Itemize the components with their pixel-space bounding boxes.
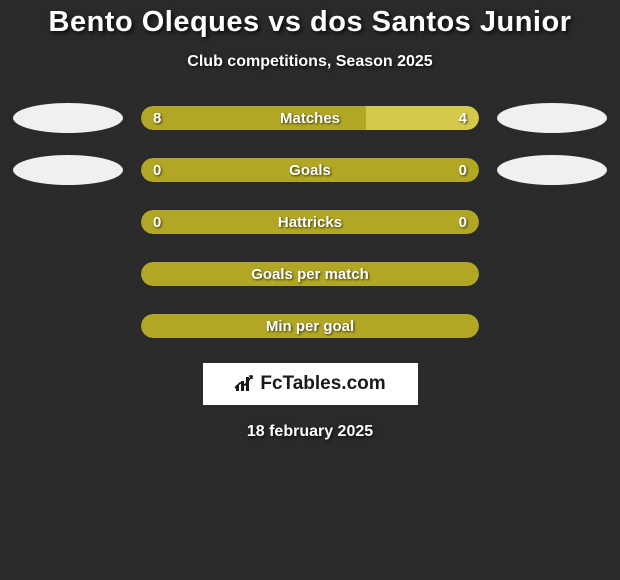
logo-text: FcTables.com	[260, 373, 385, 395]
stat-row: 00Hattricks	[0, 207, 620, 237]
stat-row: Goals per match	[0, 259, 620, 289]
bar-chart-icon	[234, 375, 256, 393]
stat-row: 84Matches	[0, 103, 620, 133]
stat-bar: 84Matches	[141, 106, 479, 130]
stats-rows: 84Matches 00Goals 00Hattricks Goals per mat…	[0, 103, 620, 341]
player-left-marker	[13, 155, 123, 185]
stat-bar: 00Goals	[141, 158, 479, 182]
player-left-marker	[13, 259, 123, 289]
player-left-marker	[13, 207, 123, 237]
stat-label: Goals	[141, 158, 479, 182]
stat-bar: Goals per match	[141, 262, 479, 286]
stat-label: Matches	[141, 106, 479, 130]
stat-bar: 00Hattricks	[141, 210, 479, 234]
logo-box: FcTables.com	[203, 363, 418, 405]
player-right-marker	[497, 155, 607, 185]
date-label: 18 february 2025	[0, 423, 620, 441]
stat-row: Min per goal	[0, 311, 620, 341]
player-right-marker	[497, 311, 607, 341]
stat-bar: Min per goal	[141, 314, 479, 338]
player-right-marker	[497, 103, 607, 133]
player-right-marker	[497, 259, 607, 289]
stat-label: Goals per match	[141, 262, 479, 286]
player-left-marker	[13, 103, 123, 133]
stat-row: 00Goals	[0, 155, 620, 185]
subtitle: Club competitions, Season 2025	[0, 53, 620, 71]
page-title: Bento Oleques vs dos Santos Junior	[0, 6, 620, 39]
player-left-marker	[13, 311, 123, 341]
player-right-marker	[497, 207, 607, 237]
stat-label: Min per goal	[141, 314, 479, 338]
comparison-infographic: Bento Oleques vs dos Santos Junior Club …	[0, 0, 620, 441]
stat-label: Hattricks	[141, 210, 479, 234]
logo: FcTables.com	[234, 373, 385, 395]
